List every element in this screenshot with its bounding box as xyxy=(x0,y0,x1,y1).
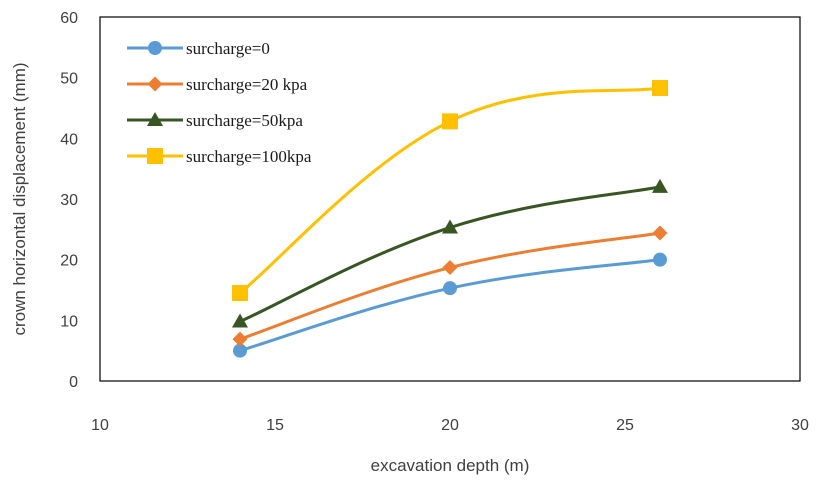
y-axis-label: crown horizontal displacement (mm) xyxy=(10,62,29,335)
y-tick-label: 20 xyxy=(60,253,78,270)
legend-entry: surcharge=20 kpa xyxy=(127,75,308,94)
data-point xyxy=(232,313,248,328)
data-point xyxy=(232,285,248,302)
legend-label: surcharge=50kpa xyxy=(186,111,303,130)
data-point xyxy=(442,260,458,276)
legend-label: surcharge=100kpa xyxy=(186,147,312,166)
legend-entry: surcharge=100kpa xyxy=(127,147,312,166)
x-tick-label: 30 xyxy=(791,417,809,434)
y-tick-label: 50 xyxy=(60,71,78,88)
data-point xyxy=(652,178,668,193)
data-point xyxy=(442,113,458,130)
x-axis-ticks: 10 15 20 25 30 xyxy=(91,417,809,434)
y-tick-label: 10 xyxy=(60,313,78,330)
y-tick-label: 60 xyxy=(60,10,78,27)
x-tick-label: 20 xyxy=(441,417,459,434)
data-point xyxy=(232,331,248,347)
x-axis-label: excavation depth (m) xyxy=(371,456,530,475)
legend-marker xyxy=(147,148,163,164)
data-point xyxy=(652,79,668,96)
series-3 xyxy=(232,79,668,302)
data-point xyxy=(233,343,247,358)
legend-marker xyxy=(147,112,163,126)
y-axis-ticks: 0 10 20 30 40 50 60 xyxy=(60,10,78,391)
x-tick-label: 10 xyxy=(91,417,109,434)
x-tick-label: 15 xyxy=(266,417,284,434)
legend-entry: surcharge=0 xyxy=(127,39,270,58)
data-point xyxy=(443,281,457,296)
series-2 xyxy=(232,178,668,328)
legend-entry: surcharge=50kpa xyxy=(127,111,303,130)
legend-marker xyxy=(147,76,163,92)
plot-area xyxy=(99,16,801,382)
data-point xyxy=(442,219,458,234)
y-tick-label: 30 xyxy=(60,192,78,209)
y-tick-label: 40 xyxy=(60,131,78,148)
x-tick-label: 25 xyxy=(616,417,634,434)
legend-label: surcharge=0 xyxy=(186,39,270,58)
series-0 xyxy=(233,252,667,358)
data-point xyxy=(653,252,667,267)
data-point xyxy=(652,225,668,241)
series-layer xyxy=(232,79,668,358)
legend-label: surcharge=20 kpa xyxy=(186,75,308,94)
y-tick-label: 0 xyxy=(69,374,78,391)
legend-marker xyxy=(148,41,162,55)
series-1 xyxy=(232,225,668,347)
legend: surcharge=0 surcharge=20 kpa surcharge=50k… xyxy=(127,39,312,166)
